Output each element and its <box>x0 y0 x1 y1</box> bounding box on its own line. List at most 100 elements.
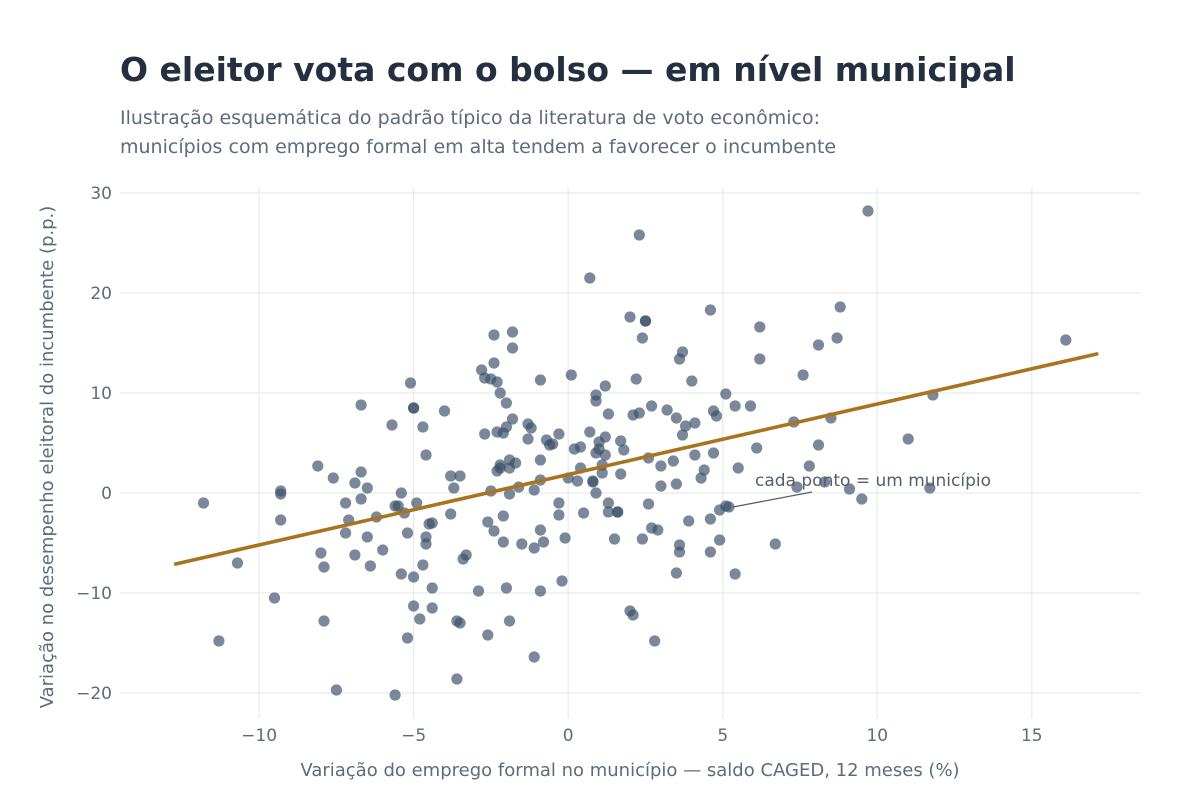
data-point <box>710 410 723 422</box>
y-tick-label: 30 <box>90 184 112 204</box>
data-point <box>556 575 568 587</box>
trend-line-group <box>173 352 1099 566</box>
data-point <box>862 205 874 217</box>
data-point <box>364 560 376 572</box>
data-point <box>537 536 550 548</box>
data-point <box>902 433 914 445</box>
data-point <box>834 301 846 313</box>
data-point <box>843 483 856 495</box>
data-point <box>528 651 540 663</box>
data-point <box>819 476 831 488</box>
x-axis-title: Variação do emprego formal no município … <box>300 760 959 781</box>
data-point <box>494 462 506 474</box>
y-tick-label: −20 <box>76 684 112 704</box>
data-point <box>803 460 815 472</box>
data-point <box>488 357 500 369</box>
data-point <box>729 400 741 412</box>
data-point <box>438 405 451 417</box>
y-tick-label: −10 <box>76 584 112 604</box>
data-point <box>630 373 642 385</box>
data-point <box>553 497 565 509</box>
data-point <box>522 433 534 445</box>
data-point <box>426 517 438 529</box>
data-point <box>534 454 547 466</box>
data-point <box>655 480 667 492</box>
data-point <box>754 353 766 365</box>
data-point <box>503 615 516 627</box>
data-point <box>584 426 596 438</box>
data-point <box>744 400 757 412</box>
data-point <box>361 482 373 494</box>
data-point <box>448 482 460 494</box>
data-point <box>624 311 636 323</box>
data-point <box>275 514 287 526</box>
data-point <box>812 339 825 351</box>
annotation-group: cada ponto = um município <box>732 471 991 508</box>
data-point <box>587 475 599 487</box>
data-point <box>197 497 210 509</box>
data-point <box>676 429 689 441</box>
data-point <box>751 442 763 454</box>
data-point <box>377 544 389 556</box>
data-point <box>633 407 645 419</box>
x-tick-label: 15 <box>1021 726 1043 746</box>
data-point <box>408 402 420 414</box>
data-point <box>559 532 571 544</box>
x-tick-label: −10 <box>241 726 277 746</box>
data-point <box>525 422 537 434</box>
data-point <box>500 421 512 433</box>
data-point <box>503 488 516 500</box>
data-point <box>618 444 630 456</box>
data-point <box>451 673 463 685</box>
data-point <box>494 387 506 399</box>
grid <box>120 188 1140 718</box>
data-point <box>670 478 683 490</box>
data-point <box>636 332 649 344</box>
data-point <box>534 585 547 597</box>
data-point <box>723 501 735 513</box>
data-point <box>670 412 683 424</box>
data-point <box>268 592 281 604</box>
data-point <box>401 527 414 539</box>
data-point <box>686 375 698 387</box>
data-point <box>720 388 732 400</box>
data-point <box>642 498 655 510</box>
data-point <box>661 404 673 416</box>
data-point <box>497 510 509 522</box>
data-point <box>599 380 611 392</box>
data-point <box>689 417 701 429</box>
data-point <box>655 460 667 472</box>
data-point <box>488 525 500 537</box>
annotation-leader-line <box>732 491 813 508</box>
data-point <box>426 582 438 594</box>
y-tick-label: 10 <box>90 384 112 404</box>
data-point <box>417 559 429 571</box>
data-point <box>732 462 744 474</box>
data-point <box>534 374 547 386</box>
data-point <box>408 600 420 612</box>
data-point <box>420 449 432 461</box>
data-point <box>355 466 367 478</box>
tick-labels: −10 −5 0 5 10 15 −20 −10 0 10 20 30 <box>76 184 1043 746</box>
chart-subtitle: Ilustração esquemática do padrão típico … <box>120 104 1020 162</box>
data-point <box>1060 334 1072 346</box>
data-point <box>797 369 809 381</box>
data-point <box>411 497 423 509</box>
data-point <box>615 435 627 447</box>
data-points <box>197 205 1072 701</box>
data-point <box>506 413 519 425</box>
data-point <box>578 507 590 519</box>
data-point <box>395 568 407 580</box>
data-point <box>395 487 407 499</box>
data-point <box>612 506 624 518</box>
data-point <box>389 689 401 701</box>
data-point <box>553 428 565 440</box>
chart-title: O eleitor vota com o bolso — em nível mu… <box>120 50 1016 89</box>
data-point <box>729 568 741 580</box>
x-tick-label: 10 <box>866 726 888 746</box>
data-point <box>472 585 485 597</box>
data-point <box>769 538 781 550</box>
data-point <box>689 449 701 461</box>
data-point <box>482 516 494 528</box>
data-point <box>571 475 584 487</box>
